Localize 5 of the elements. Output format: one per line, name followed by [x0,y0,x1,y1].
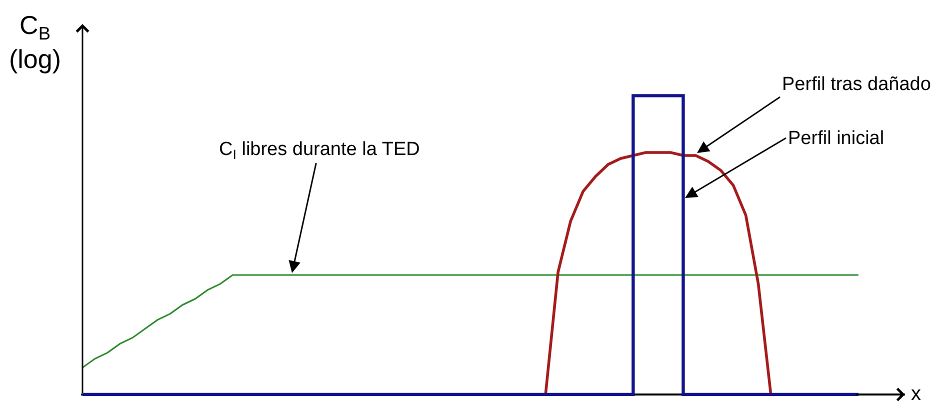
annotation: Perfil inicial [788,128,884,149]
y-axis-title: C$_{B}$ (log) [9,10,62,74]
annotation: C$_{I}$ libres durante la TED [219,139,420,162]
x-axis-title: x [911,383,921,404]
text: Perfil tras dañado [782,74,931,95]
